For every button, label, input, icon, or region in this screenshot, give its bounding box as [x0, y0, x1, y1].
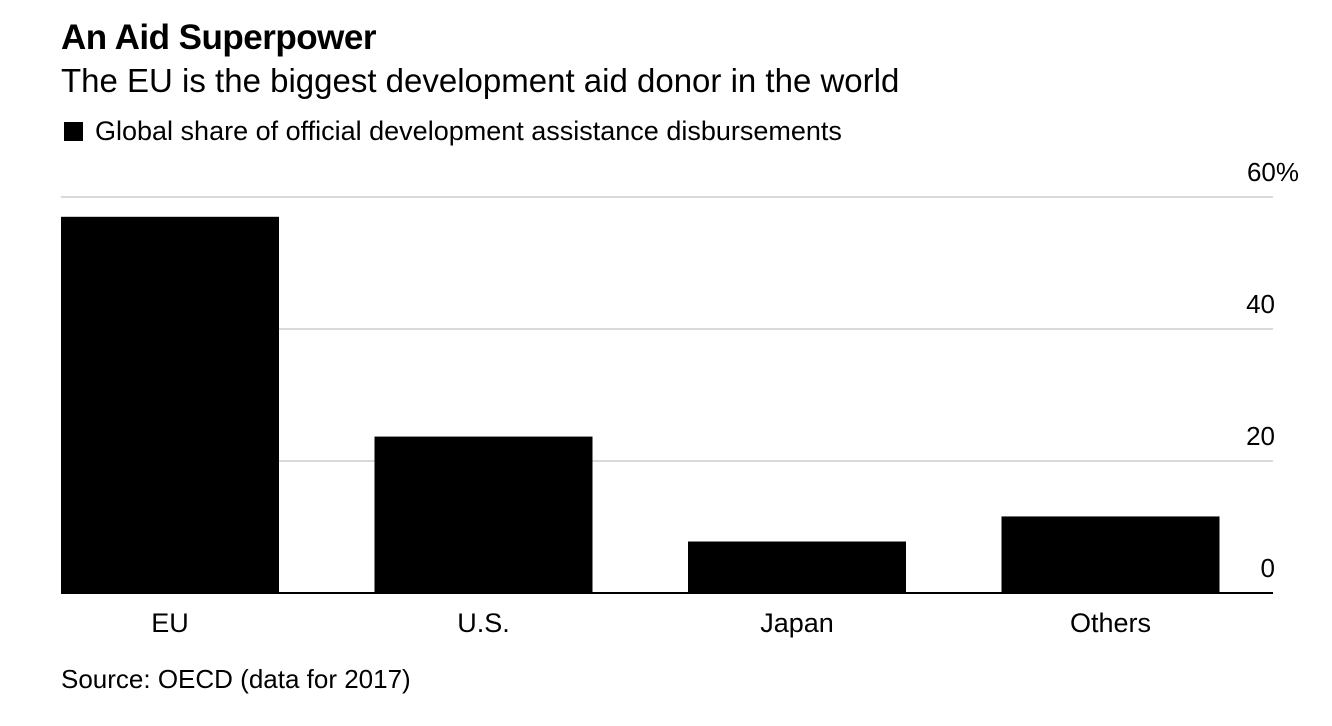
legend-label: Global share of official development ass… [95, 116, 842, 146]
chart-subtitle: The EU is the biggest development aid do… [61, 62, 900, 99]
y-tick-label: 40 [1246, 289, 1275, 319]
x-tick-label: EU [151, 608, 189, 638]
y-tick-label: 60% [1247, 157, 1299, 187]
y-tick-label: 0 [1261, 553, 1275, 583]
legend: Global share of official development ass… [64, 116, 842, 147]
x-tick-label: U.S. [457, 608, 510, 638]
bar [1001, 516, 1220, 593]
bar [688, 541, 906, 593]
bar [374, 436, 593, 593]
chart-title: An Aid Superpower [61, 18, 376, 57]
legend-swatch [64, 122, 83, 141]
x-tick-label: Japan [760, 608, 834, 638]
bar [61, 216, 279, 594]
x-tick-label: Others [1070, 608, 1151, 638]
source-note: Source: OECD (data for 2017) [61, 664, 411, 694]
y-tick-label: 20 [1246, 421, 1275, 451]
